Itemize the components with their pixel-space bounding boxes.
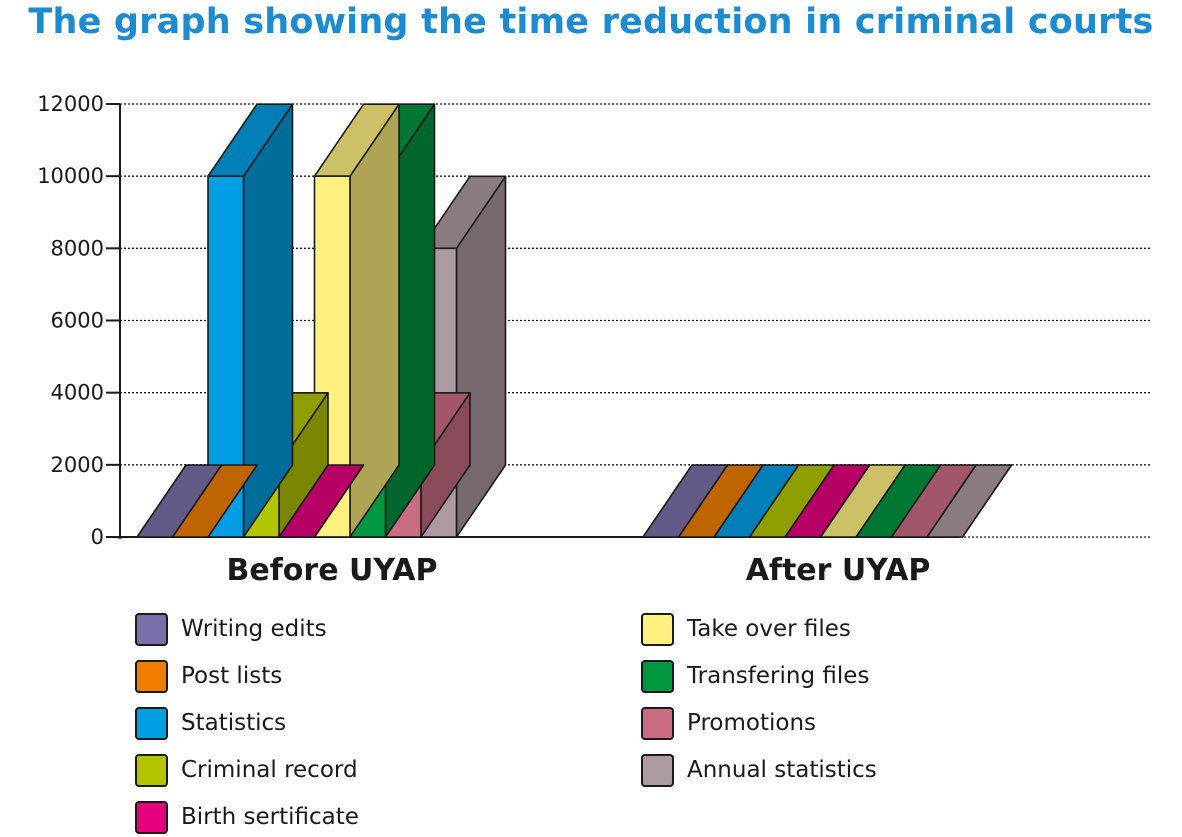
legend-swatch [641,612,674,646]
y-tick-label: 2000 [51,453,104,477]
y-tick-label: 6000 [51,309,104,333]
legend-item: Promotions [641,704,816,742]
legend-item: Post lists [135,657,282,695]
legend-swatch [135,706,168,740]
legend-label: Birth sertificate [181,804,359,830]
legend-item: Annual statistics [641,751,877,789]
legend-swatch [135,753,168,787]
legend-label: Promotions [687,710,817,736]
legend-swatch [641,659,674,693]
legend-label: Take over files [687,616,851,642]
legend-label: Transfering files [687,663,870,689]
category-label: After UYAP [746,553,931,588]
y-tick-label: 0 [91,525,104,549]
legend-label: Writing edits [181,616,327,642]
bar-before-uyap-writing-edits [136,464,223,538]
bar-after-uyap-writing-edits [642,464,729,538]
legend-item: Birth sertificate [135,798,359,836]
y-tick-label: 10000 [37,164,104,188]
legend-swatch [135,612,168,646]
legend-label: Annual statistics [687,757,877,783]
bars-layer [136,103,1013,538]
chart-title: The graph showing the time reduction in … [28,2,1154,42]
legend-label: Statistics [181,710,287,736]
category-label: Before UYAP [227,553,438,588]
legend-item: Statistics [135,704,286,742]
bar-top [136,464,223,538]
bar-top [642,464,729,538]
legend-item: Criminal record [135,751,358,789]
legend-item: Transfering files [641,657,869,695]
legend-swatch [641,753,674,787]
legend-item: Take over files [641,610,851,648]
legend-item: Writing edits [135,610,327,648]
legend-label: Criminal record [181,757,358,783]
y-tick-label: 8000 [51,236,104,260]
legend-label: Post lists [181,663,283,689]
legend-swatch [135,800,168,834]
y-tick-label: 12000 [37,92,104,116]
y-tick-label: 4000 [51,381,104,405]
legend-swatch [641,706,674,740]
legend-swatch [135,659,168,693]
category-labels: Before UYAP After UYAP [227,553,931,588]
